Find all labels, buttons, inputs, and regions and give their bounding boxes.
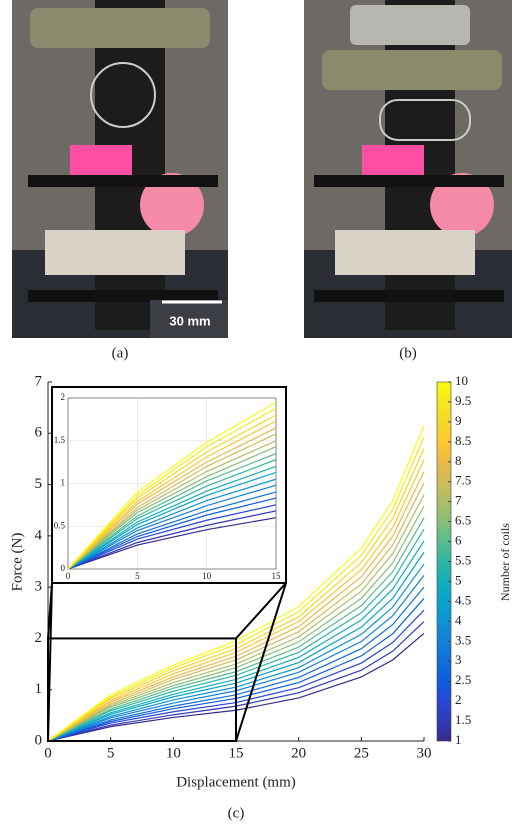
y-tick-label: 4 — [35, 527, 43, 543]
inset-series-line — [68, 440, 276, 569]
legend-label: 4.5 — [455, 592, 471, 607]
y-axis-label: Force (N) — [9, 533, 25, 592]
x-tick-label: 0 — [44, 745, 52, 761]
series-line — [47, 551, 425, 742]
x-tick-label: 25 — [354, 745, 369, 761]
legend-label: 6.5 — [455, 513, 471, 528]
inset-series-line — [68, 427, 276, 569]
inset-x-tick-label: 0 — [66, 571, 71, 581]
inset-series-line — [68, 453, 276, 569]
zoom-connector — [235, 582, 287, 742]
series-line — [47, 574, 425, 742]
inset-series-line — [68, 465, 276, 569]
y-tick-label: 1 — [35, 681, 43, 697]
legend-label: 1.5 — [455, 712, 471, 727]
legend-label: 3.5 — [455, 632, 471, 647]
inset-series-line — [68, 414, 276, 569]
series-line — [47, 459, 425, 742]
x-tick-label: 20 — [291, 745, 306, 761]
y-tick-label: 2 — [35, 630, 43, 646]
inset-series-line — [68, 504, 276, 569]
inset-series-line — [68, 517, 276, 569]
series-line — [47, 505, 425, 742]
caption-a: (a) — [112, 345, 129, 361]
inset-x-tick-label: 10 — [202, 571, 212, 581]
inset-y-tick-label: 2 — [61, 392, 66, 402]
caption-b: (b) — [399, 345, 417, 361]
legend-label: 7.5 — [455, 473, 471, 488]
series-line — [47, 563, 425, 742]
legend-label: 3 — [455, 652, 462, 667]
series-line — [47, 632, 425, 742]
zoom-connector — [47, 582, 53, 742]
legend-label: 9 — [455, 413, 462, 428]
inset-series-line — [68, 407, 276, 569]
series-line — [47, 528, 425, 742]
series-line — [47, 621, 425, 742]
inset-series-line — [68, 433, 276, 569]
colorbar-label: Number of coils — [498, 523, 512, 601]
legend-label: 10 — [455, 373, 468, 388]
photo-a — [12, 0, 228, 338]
x-tick-label: 15 — [229, 745, 244, 761]
inset-axes — [67, 397, 277, 570]
y-tick-label: 6 — [35, 425, 43, 441]
series-line — [47, 482, 425, 742]
y-tick-label: 5 — [35, 476, 43, 492]
y-tick-label: 0 — [35, 732, 43, 748]
inset-x-tick-label: 5 — [135, 571, 140, 581]
series-line — [47, 494, 425, 742]
series-line — [47, 540, 425, 742]
inset-y-tick-label: 0.5 — [54, 520, 66, 530]
y-tick-label: 7 — [35, 373, 43, 389]
inset-series-line — [68, 510, 276, 569]
series-line — [47, 448, 425, 742]
series-line — [47, 586, 425, 742]
legend-label: 8.5 — [455, 433, 471, 448]
x-tick-label: 10 — [166, 745, 181, 761]
inset-series-line — [68, 471, 276, 569]
legend-label: 4 — [455, 612, 462, 627]
inset-series-line — [68, 420, 276, 569]
inset-y-tick-label: 1 — [61, 478, 66, 488]
inset-x-tick-label: 15 — [272, 571, 282, 581]
legend-label: 5 — [455, 572, 462, 587]
legend-label: 8 — [455, 453, 462, 468]
inset-series-line — [68, 497, 276, 569]
inset-series-line — [68, 478, 276, 569]
inset-lines — [68, 401, 276, 569]
series-line — [47, 517, 425, 742]
x-axis-label: Displacement (mm) — [176, 774, 296, 790]
inset-series-line — [68, 446, 276, 569]
legend-label: 5.5 — [455, 552, 471, 567]
series-line — [47, 425, 425, 742]
series-line — [47, 598, 425, 742]
legend-label: 9.5 — [455, 393, 471, 408]
inset-series-line — [68, 484, 276, 569]
legend-label: 2.5 — [455, 672, 471, 687]
legend-label: 1 — [455, 732, 462, 747]
x-tick-label: 5 — [107, 745, 115, 761]
inset-series-line — [68, 458, 276, 569]
series-line — [47, 436, 425, 742]
caption-c: (c) — [228, 805, 245, 821]
scale-bar-label: 30 mm — [169, 313, 210, 328]
zoom-connector — [235, 582, 287, 640]
zoom-box — [47, 637, 237, 743]
y-tick-label: 3 — [35, 579, 43, 595]
inset-series-line — [68, 401, 276, 569]
photo-b — [304, 0, 512, 338]
inset-series-line — [68, 491, 276, 569]
series-line — [47, 609, 425, 742]
legend-label: 7 — [455, 493, 462, 508]
inset-y-tick-label: 0 — [61, 563, 66, 573]
legend-label: 2 — [455, 692, 462, 707]
inset-y-tick-label: 1.5 — [54, 435, 66, 445]
legend-label: 6 — [455, 533, 462, 548]
x-tick-label: 30 — [417, 745, 432, 761]
